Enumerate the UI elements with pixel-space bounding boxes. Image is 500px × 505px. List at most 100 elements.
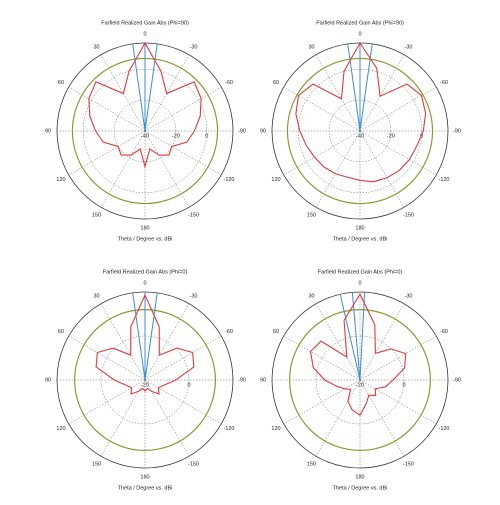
theta-tick-label: 150: [92, 461, 101, 467]
theta-tick-label: 120: [56, 426, 65, 432]
theta-tick-label: 0: [358, 31, 361, 37]
grid-spoke: [144, 335, 222, 381]
grid-ring: [315, 335, 405, 425]
gain-curve: [88, 41, 202, 169]
theta-tick-label: -90: [453, 128, 461, 134]
theta-tick-label: 150: [307, 461, 316, 467]
chart-title: Farfield Realized Gain Abs (Phi=90): [101, 20, 189, 26]
r-tick-label: -40: [141, 133, 149, 139]
grid-spoke: [359, 130, 437, 176]
theta-tick-label: 60: [273, 80, 279, 86]
theta-tick-label: -60: [225, 80, 233, 86]
theta-tick-label: 180: [140, 225, 149, 231]
theta-tick-label: -30: [405, 44, 413, 50]
beam-line: [347, 43, 361, 132]
grid-spoke: [359, 130, 405, 208]
grid-spoke: [68, 379, 146, 425]
x-axis-label: Theta / Degree vs. dBi: [118, 236, 173, 242]
r-tick-label: 0: [187, 382, 190, 388]
theta-tick-label: -60: [440, 80, 448, 86]
theta-tick-label: -150: [403, 461, 414, 467]
gain-curve: [95, 293, 195, 395]
theta-tick-label: 60: [58, 329, 64, 335]
theta-tick-label: -90: [238, 128, 246, 134]
grid-spoke: [315, 130, 361, 208]
r-tick-label: -20: [141, 382, 149, 388]
theta-tick-label: 0: [143, 280, 146, 286]
theta-tick-label: -120: [438, 177, 449, 183]
theta-tick-label: 90: [45, 377, 51, 383]
theta-tick-label: -60: [225, 329, 233, 335]
chart-title: Farfield Realized Gain Abs (Phi=0): [103, 269, 188, 275]
grid-spoke: [68, 335, 146, 381]
grid-spoke: [283, 379, 361, 425]
theta-tick-label: 120: [271, 426, 280, 432]
r-tick-label: -20: [172, 133, 180, 139]
grid-spoke: [315, 54, 361, 132]
beam-line: [351, 292, 361, 381]
theta-tick-label: 120: [271, 177, 280, 183]
gain-curve: [295, 41, 427, 183]
gain-curve: [309, 293, 407, 417]
reference-circle: [289, 309, 432, 452]
grid-ring: [82, 68, 208, 194]
theta-tick-label: 90: [260, 377, 266, 383]
r-tick-label: -20: [356, 382, 364, 388]
theta-tick-label: -120: [438, 426, 449, 432]
theta-tick-label: 0: [143, 31, 146, 37]
theta-tick-label: 30: [93, 293, 99, 299]
grid-spoke: [68, 86, 146, 132]
theta-tick-label: 60: [58, 80, 64, 86]
grid-spoke: [144, 130, 190, 208]
theta-tick-label: -150: [403, 212, 414, 218]
theta-tick-label: 120: [56, 177, 65, 183]
theta-tick-label: 150: [307, 212, 316, 218]
grid-spoke: [100, 130, 146, 208]
grid-spoke: [100, 379, 146, 457]
grid-spoke: [359, 335, 437, 381]
beam-line: [132, 43, 146, 132]
theta-tick-label: -150: [188, 461, 199, 467]
theta-tick-label: -120: [223, 177, 234, 183]
x-axis-label: Theta / Degree vs. dBi: [118, 485, 173, 491]
theta-tick-label: 0: [358, 280, 361, 286]
grid-spoke: [144, 130, 222, 176]
theta-tick-label: -60: [440, 329, 448, 335]
theta-tick-label: -30: [405, 293, 413, 299]
grid-spoke: [100, 54, 146, 132]
theta-tick-label: -30: [190, 293, 198, 299]
theta-tick-label: -120: [223, 426, 234, 432]
grid-spoke: [144, 379, 190, 457]
beam-line: [144, 43, 158, 132]
beam-line: [132, 292, 146, 381]
beam-line: [359, 292, 366, 381]
grid-spoke: [144, 54, 190, 132]
theta-tick-label: 90: [260, 128, 266, 134]
grid-spoke: [283, 86, 361, 132]
grid-ring: [297, 68, 423, 194]
theta-tick-label: -30: [190, 44, 198, 50]
chart-title: Farfield Realized Gain Abs (Phi=0): [318, 269, 403, 275]
x-axis-label: Theta / Degree vs. dBi: [333, 236, 388, 242]
grid-spoke: [359, 379, 405, 457]
r-tick-label: -40: [356, 133, 364, 139]
grid-spoke: [68, 130, 146, 176]
r-tick-label: 0: [420, 133, 423, 139]
theta-tick-label: 150: [92, 212, 101, 218]
beam-line: [359, 43, 373, 132]
r-tick-label: 0: [205, 133, 208, 139]
r-tick-label: 0: [402, 382, 405, 388]
theta-tick-label: 30: [308, 44, 314, 50]
grid-spoke: [144, 303, 190, 381]
grid-spoke: [315, 303, 361, 381]
beam-line: [339, 294, 361, 381]
grid-spoke: [144, 86, 222, 132]
grid-spoke: [359, 379, 437, 425]
theta-tick-label: -90: [238, 377, 246, 383]
beam-line: [144, 292, 158, 381]
grid-spoke: [359, 303, 405, 381]
grid-spoke: [359, 54, 405, 132]
theta-tick-label: 180: [355, 225, 364, 231]
theta-tick-label: -90: [453, 377, 461, 383]
